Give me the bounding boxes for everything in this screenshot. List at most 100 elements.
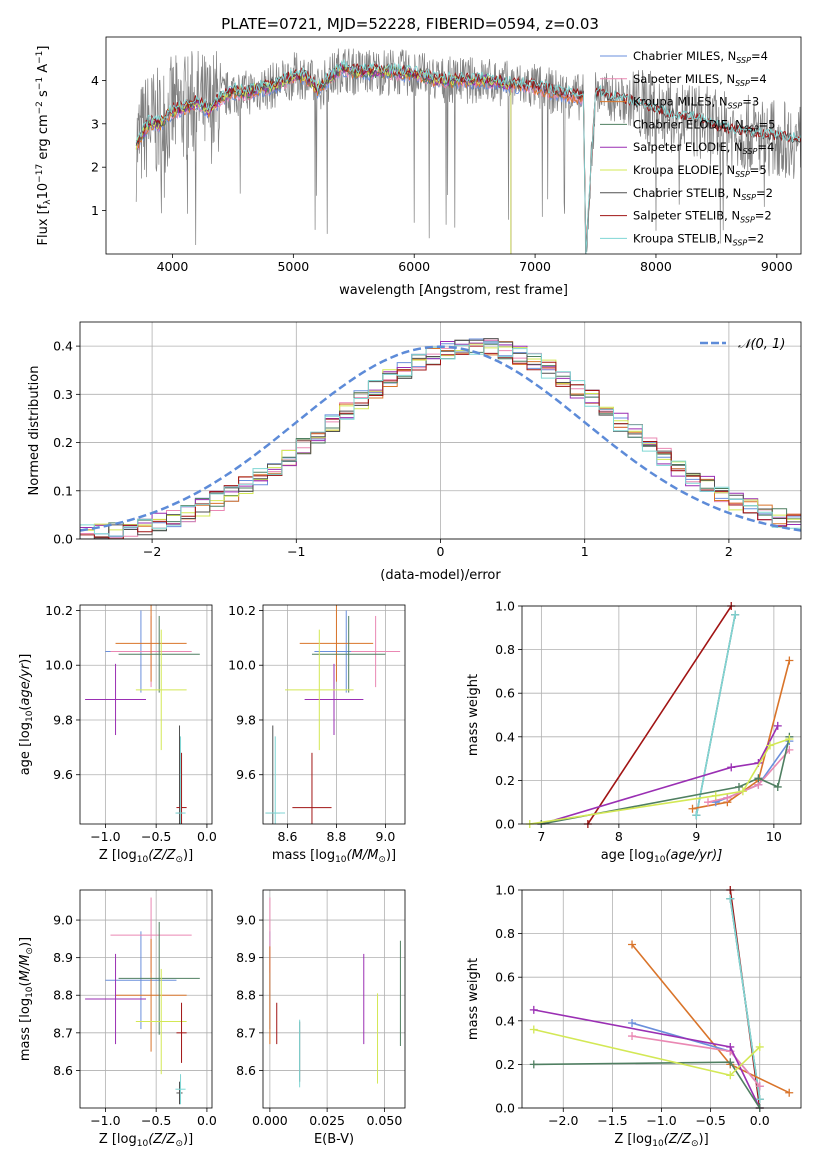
y-tick-label: 0.0 xyxy=(53,532,73,547)
histogram-8 xyxy=(80,341,801,539)
weight-line-7 xyxy=(533,1061,761,1108)
y-tick-label: 0.3 xyxy=(53,387,73,402)
weight-marker-8 xyxy=(738,787,747,796)
weight-marker-8 xyxy=(726,1071,735,1080)
y-tick-label: 9.0 xyxy=(53,913,73,928)
weight-marker-5 xyxy=(723,793,732,802)
x-tick-label: 7 xyxy=(537,829,545,844)
y-tick-label: 1.0 xyxy=(495,599,515,614)
x-axis-label: Z [log10(Z/Z⊙)] xyxy=(99,1132,193,1149)
x-tick-label: −1.0 xyxy=(90,829,120,844)
y-tick-label: 8.9 xyxy=(53,950,73,965)
y-tick-label: 8.9 xyxy=(236,950,256,965)
x-tick-label: 8.8 xyxy=(327,829,347,844)
y-tick-label: 8.8 xyxy=(236,988,256,1003)
weight-marker-5 xyxy=(628,1032,637,1041)
weight-marker-2 xyxy=(755,1095,764,1104)
y-tick-label: 3 xyxy=(91,116,99,131)
weight-marker-4 xyxy=(628,1018,637,1027)
y-tick-label: 0.0 xyxy=(495,817,515,832)
weight-marker-3 xyxy=(785,1088,794,1097)
weight-marker-8 xyxy=(785,734,794,743)
x-tick-label: −0.5 xyxy=(695,1113,725,1128)
y-tick-label: 9.6 xyxy=(236,767,256,782)
x-tick-label: 8000 xyxy=(640,259,672,274)
y-tick-label: 1.0 xyxy=(495,883,515,898)
y-tick-label: 2 xyxy=(91,160,99,175)
x-axis-label: Z [log10(Z/Z⊙)] xyxy=(614,1132,708,1149)
y-tick-label: 10.0 xyxy=(45,658,73,673)
y-tick-label: 0.6 xyxy=(495,686,515,701)
y-tick-label: 8.8 xyxy=(53,988,73,1003)
y-tick-label: 0.6 xyxy=(495,970,515,985)
y-tick-label: 0.1 xyxy=(53,483,73,498)
y-tick-label: 0.4 xyxy=(495,1013,515,1028)
model-line-8 xyxy=(135,59,801,254)
mass-vs-extinction-panel: 0.000 0.025 0.050 8.6 8.7 8.8 8.9 9.0 E(B-V) xyxy=(236,889,406,1147)
y-tick-label: 0.4 xyxy=(53,339,73,354)
x-tick-label: −0.5 xyxy=(141,829,171,844)
x-tick-label: −1.0 xyxy=(646,1113,676,1128)
x-tick-label: 7000 xyxy=(519,259,551,274)
weight-marker-7 xyxy=(735,782,743,791)
model-line-6 xyxy=(135,63,801,254)
y-tick-label: 9.8 xyxy=(236,712,256,727)
weight-marker-6 xyxy=(726,1042,735,1051)
x-tick-label: 0.0 xyxy=(197,829,217,844)
weight-marker-7 xyxy=(529,1060,538,1069)
x-tick-label: −1.0 xyxy=(90,1113,120,1128)
weight-marker-6 xyxy=(529,1005,538,1014)
weight-line-4 xyxy=(715,740,791,803)
x-tick-label: 0.0 xyxy=(197,1113,217,1128)
legend-entry-gaussian: 𝒩(0, 1) xyxy=(738,337,785,352)
residuals-panel: −2 −1 0 1 2 0.0 0.1 0.2 0.3 0.4 (data-model)/error… xyxy=(27,321,802,583)
x-tick-label: 6000 xyxy=(398,259,430,274)
weight-marker-7 xyxy=(773,782,782,791)
axes-frame xyxy=(521,889,802,1109)
weight-marker-2 xyxy=(731,610,740,619)
axes-frame xyxy=(79,321,802,540)
y-tick-label: 10.2 xyxy=(228,603,256,618)
legend-entry-5: Kroupa ELODIE, NSSP=5 xyxy=(633,163,767,179)
y-tick-label: 8.6 xyxy=(53,1063,73,1078)
x-tick-label: 4000 xyxy=(157,259,189,274)
x-tick-label: 10 xyxy=(766,829,782,844)
legend-entry-6: Chabrier STELIB, NSSP=2 xyxy=(633,186,773,202)
x-tick-label: 9000 xyxy=(761,259,793,274)
gaussian-curve xyxy=(80,345,801,532)
spectrum-panel: 4000 5000 6000 7000 8000 9000 1 2 3 4 PLATE=0721, … xyxy=(35,15,802,298)
weight-marker-8 xyxy=(755,1042,764,1051)
weight-marker-3 xyxy=(785,656,794,665)
x-tick-label: 1 xyxy=(581,544,589,559)
y-tick-label: 9.0 xyxy=(236,913,256,928)
spectrum-legend: Chabrier MILES, NSSP=4 Salpeter MILES, NS… xyxy=(600,49,775,247)
y-tick-label: 10.0 xyxy=(228,658,256,673)
y-axis-label: Normed distribution xyxy=(27,366,42,496)
x-tick-label: −0.5 xyxy=(141,1113,171,1128)
weight-line-0 xyxy=(587,606,732,824)
weight-marker-6 xyxy=(773,721,782,730)
y-tick-label: 0.8 xyxy=(495,926,515,941)
axes-frame xyxy=(521,605,802,825)
x-tick-label: 0.0 xyxy=(750,1113,770,1128)
x-axis-label: E(B-V) xyxy=(314,1132,354,1147)
y-tick-label: 9.8 xyxy=(53,712,73,727)
weight-line-2 xyxy=(695,614,736,816)
mass-weight-vs-age-panel: 7 8 9 10 0.0 0.2 0.4 0.6 0.8 1.0 age [log10(age/yr… xyxy=(466,599,802,865)
model-line-7 xyxy=(135,61,801,254)
age-vs-metallicity-panel: −1.0 −0.5 0.0 9.6 9.8 10.0 10.2 Z [log10(Z/Z⊙)]… xyxy=(18,603,217,865)
legend-entry-2: Kroupa MILES, NSSP=3 xyxy=(633,95,759,111)
x-tick-label: 0.000 xyxy=(252,1113,288,1128)
x-axis-label: (data-model)/error xyxy=(380,568,501,583)
weight-marker-3 xyxy=(628,940,637,949)
weight-marker-2 xyxy=(692,811,701,820)
weight-marker-6 xyxy=(727,763,736,772)
y-axis-label: Flux [fλ10−17 erg cm−2 s−1 A−1] xyxy=(35,46,53,246)
weight-marker-7 xyxy=(726,1058,735,1067)
legend-entry-8: Kroupa STELIB, NSSP=2 xyxy=(633,231,764,247)
weight-marker-8 xyxy=(529,1025,538,1034)
y-tick-label: 4 xyxy=(91,73,99,88)
y-axis-label: mass [log10(M/M⊙)] xyxy=(18,937,35,1061)
x-tick-label: 5000 xyxy=(277,259,309,274)
